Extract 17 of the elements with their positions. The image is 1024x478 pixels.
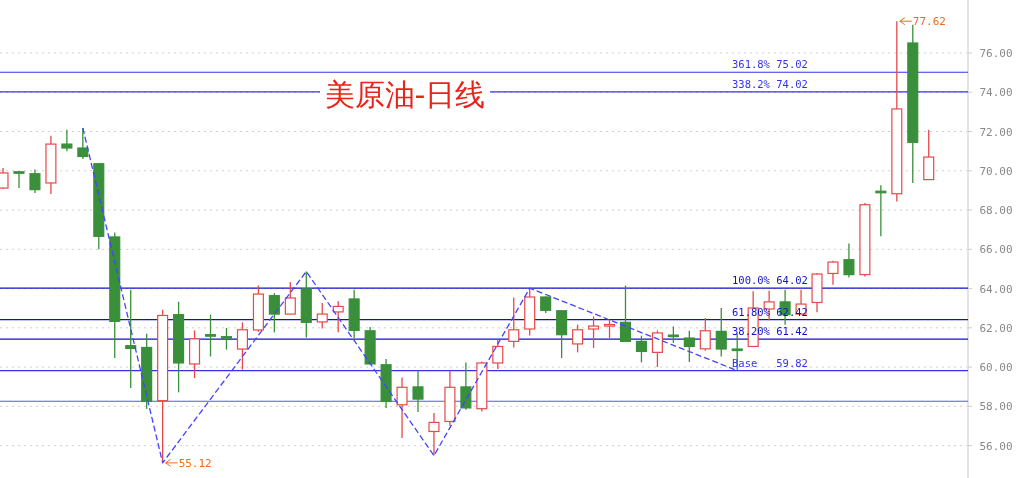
y-tick-label: 76.00 bbox=[979, 47, 1013, 60]
y-tick-label: 72.00 bbox=[979, 125, 1013, 139]
text: 美原油-日线 bbox=[324, 77, 486, 112]
annotation: 77.62 bbox=[912, 15, 946, 29]
y-tick-label: 68.00 bbox=[979, 204, 1013, 218]
y-tick-label: 58.00 bbox=[979, 400, 1013, 414]
ref-line-label: 100.0% 64.02 bbox=[732, 274, 808, 287]
y-tick-label: 70.00 bbox=[979, 164, 1013, 178]
y-tick-label: 62.00 bbox=[979, 321, 1013, 335]
ref-line-label: 361.8% 75.02 bbox=[732, 58, 808, 71]
y-tick-label: 66.00 bbox=[979, 243, 1013, 257]
y-tick-label: 74.00 bbox=[979, 86, 1013, 100]
y-tick-label: 64.00 bbox=[979, 282, 1013, 296]
ref-line-label: 338.2% 74.02 bbox=[732, 77, 808, 90]
y-tick-label: 56.00 bbox=[979, 439, 1013, 453]
y-tick-label: 60.00 bbox=[979, 361, 1013, 375]
annotation: 55.12 bbox=[178, 456, 212, 470]
